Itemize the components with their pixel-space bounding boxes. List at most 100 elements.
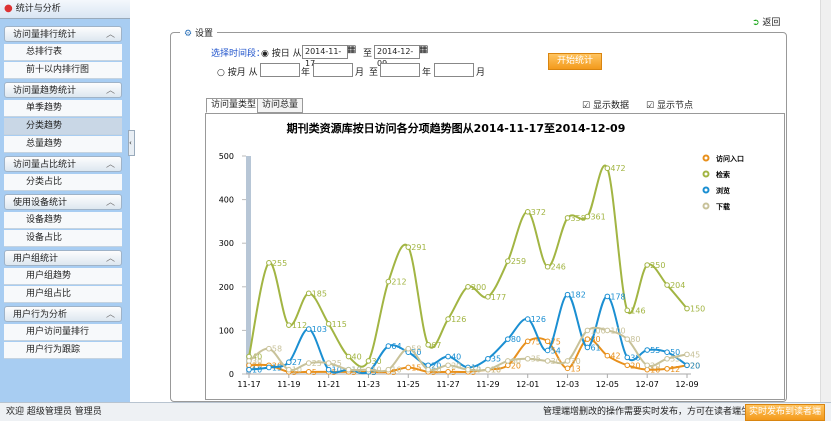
menu-item[interactable]: 用户行为跟踪 [4,342,122,359]
menu-group[interactable]: 使用设备统计 ︿ [4,194,122,210]
legend-text: 设置 [194,29,213,39]
menu-item[interactable]: 前十以内排行图 [4,62,122,79]
menu-item[interactable]: 用户访问量排行 [4,324,122,341]
calendar-icon[interactable]: ▦ [419,44,429,55]
data-node [385,343,392,349]
menu-group[interactable]: 用户组统计 ︿ [4,250,122,266]
legend-marker [702,170,710,178]
data-node [365,358,372,364]
select[interactable] [434,63,474,77]
x-tick-label: 12-09 [675,380,698,389]
data-node [385,366,392,373]
menu-item[interactable]: 设备占比 [4,230,122,247]
data-node [564,291,571,298]
menu-item[interactable]: 用户组趋势 [4,268,122,285]
menu-group[interactable]: 访问量排行统计 ︿ [4,26,122,42]
data-node [664,365,670,372]
data-node [305,326,312,332]
data-node [624,354,631,361]
menu-group[interactable]: 访问量占比统计 ︿ [4,156,122,172]
chevron: ︿ [105,30,115,40]
data-label: 150 [690,305,705,314]
data-label: 5 [451,368,456,377]
data-node [305,369,312,375]
menu-item[interactable]: 单季趋势 [4,100,122,117]
show-nodes[interactable]: ☑ 显示节点 [646,101,693,111]
data-node [305,360,312,366]
data-label: 126 [451,315,466,324]
data-label: 200 [471,283,486,292]
date-to[interactable]: 2014-12-09 [374,45,420,68]
data-node [544,263,551,270]
data-label: 40 [252,353,262,362]
tab[interactable]: 访问量类型 [206,98,262,113]
data-label: 146 [630,306,645,315]
year-text: 年 [422,68,432,78]
data-label: 5 [371,368,376,377]
data-label: 25 [312,359,322,368]
x-tick-label: 11-19 [277,380,300,389]
y-tick-label: 200 [219,283,234,292]
date-from[interactable]: 2014-11-17 [302,45,348,68]
data-label: 30 [551,357,561,366]
data-node [266,345,272,352]
data-label: 10 [352,366,362,375]
start-button[interactable]: 开始统计 [548,53,602,70]
data-label: 10 [491,366,501,375]
fieldset-legend: ⚙ 设置 [180,26,217,39]
data-label: 50 [411,348,421,357]
show-nodes-text: 显示节点 [656,101,693,111]
legend-label: 下载 [716,202,730,211]
select[interactable] [313,63,353,77]
sidebar-title: 统计与分析 [15,4,61,14]
data-node [604,352,611,359]
data-label: 182 [571,291,586,300]
menu-item[interactable]: 用户组占比 [4,286,122,303]
select[interactable] [380,63,420,77]
data-label: 20 [431,361,441,370]
menu-group[interactable]: 访问量趋势统计 ︿ [4,82,122,98]
data-node [246,358,252,364]
collapse-toggle[interactable]: ‹ [128,130,135,156]
data-node [485,355,491,362]
data-label: 250 [650,261,665,270]
menu-item[interactable]: 设备趋势 [4,212,122,229]
calendar-icon[interactable]: ▦ [347,44,357,55]
settings-fieldset [170,32,787,402]
back-link[interactable]: ➲ 返回 [752,18,781,28]
legend-label: 浏览 [716,186,730,195]
data-label: 5 [292,368,297,377]
data-node [385,278,392,285]
scrollbar[interactable] [820,0,831,402]
select[interactable] [260,63,300,77]
data-label: 40 [451,353,461,362]
data-node [445,369,451,375]
data-node [584,344,591,351]
data-node [684,305,690,312]
data-node [624,362,631,369]
by-day[interactable]: ◉ 按日 从 [261,49,302,59]
data-label: 58 [272,345,282,354]
data-label: 10 [332,366,342,375]
menu-item[interactable]: 总排行表 [4,44,122,61]
by-month[interactable]: ○ 按月 从 [217,68,258,78]
menu-item[interactable]: 分类占比 [4,174,122,191]
data-label: 259 [511,257,526,266]
data-node [425,366,431,373]
data-label: 5 [312,368,317,377]
x-tick-label: 11-21 [317,380,340,389]
menu-item[interactable]: 分类趋势 [4,118,122,135]
data-label: 64 [391,342,401,351]
show-data[interactable]: ☑ 显示数据 [582,101,629,111]
data-label: 10 [471,366,481,375]
data-label: 45 [690,350,700,359]
data-label: 30 [252,357,262,366]
notice: 管理端增删改的操作需要实时发布，方可在读者端生效！ [543,407,769,417]
publish-button[interactable]: 实时发布到读者端 [745,404,825,421]
tab[interactable]: 访问总量 [257,98,304,113]
menu-group[interactable]: 用户行为分析 ︿ [4,306,122,322]
x-tick-label: 11-29 [476,380,499,389]
menu-item[interactable]: 总量趋势 [4,136,122,153]
data-label: 178 [610,292,625,301]
